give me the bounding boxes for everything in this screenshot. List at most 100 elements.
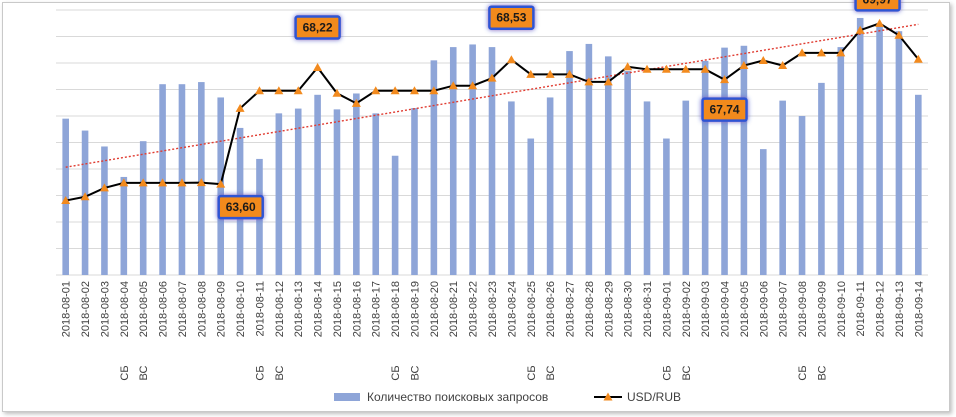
point-2018-09-09 (816, 48, 826, 57)
tick-label-2018-09-06: 2018-09-06 (758, 281, 770, 337)
tick-label-2018-09-01: 2018-09-01 (661, 281, 673, 337)
point-2018-08-04 (119, 178, 129, 187)
bar-2018-09-09 (818, 82, 825, 275)
tick-label-2018-08-12: 2018-08-12 (274, 281, 286, 337)
line-series (61, 18, 923, 205)
bar-2018-08-28 (585, 43, 593, 275)
point-2018-09-04 (720, 75, 730, 84)
point-2018-08-07 (177, 178, 187, 187)
tick-label-2018-08-16: 2018-08-16 (351, 281, 363, 337)
point-2018-08-13 (293, 86, 303, 95)
weekday-2018-08-05: ВС (138, 365, 150, 380)
weekday-2018-09-01: СБ (661, 365, 673, 380)
point-2018-08-17 (371, 86, 381, 95)
tick-label-2018-08-31: 2018-08-31 (642, 281, 654, 337)
tick-label-2018-08-29: 2018-08-29 (603, 281, 615, 337)
point-2018-08-23 (487, 73, 497, 82)
tick-label-2018-08-27: 2018-08-27 (565, 281, 577, 337)
point-2018-08-01 (61, 196, 71, 205)
legend-line-label: USD/RUB (627, 390, 681, 404)
weekday-2018-08-19: ВС (409, 365, 421, 380)
bar-2018-08-15 (333, 109, 341, 275)
callout-2018-08-24: 68,53 (488, 5, 535, 30)
bar-2018-09-06 (759, 149, 767, 275)
point-2018-08-29 (603, 77, 613, 86)
bar-2018-09-01 (663, 138, 670, 275)
callout-label: 67,74 (710, 103, 740, 117)
tick-label-2018-09-11: 2018-09-11 (855, 281, 867, 336)
point-2018-08-25 (526, 69, 536, 78)
point-2018-08-12 (274, 86, 284, 95)
callout-2018-09-12: 69,97 (854, 0, 901, 12)
tick-label-2018-09-10: 2018-09-10 (836, 281, 848, 337)
callouts: 63,60 68,22 68,53 67,74 69,97 (217, 0, 901, 220)
point-2018-09-11 (855, 25, 865, 34)
point-2018-08-03 (99, 183, 109, 192)
callout-label: 68,22 (303, 21, 333, 35)
bar-2018-09-03 (701, 60, 709, 275)
point-2018-08-06 (158, 178, 168, 187)
weekday-2018-09-08: СБ (797, 365, 809, 380)
tick-label-2018-08-09: 2018-08-09 (216, 281, 228, 337)
weekday-2018-08-25: СБ (526, 365, 538, 380)
bar-2018-08-02 (81, 130, 89, 275)
point-2018-08-15 (332, 88, 342, 97)
callout-2018-08-09: 63,60 (217, 194, 264, 220)
weekday-2018-08-11: СБ (254, 365, 266, 380)
legend-bar-swatch (334, 393, 360, 401)
bar-2018-09-13 (895, 31, 903, 276)
bar-2018-09-08 (798, 116, 806, 275)
bar-2018-08-14 (314, 94, 321, 275)
legend-line-marker (603, 392, 613, 401)
bar-2018-08-26 (546, 97, 554, 275)
bar-2018-09-12 (876, 25, 883, 276)
bar-2018-08-30 (624, 70, 631, 275)
bar-2018-09-10 (837, 47, 845, 275)
tick-label-2018-08-15: 2018-08-15 (332, 281, 344, 337)
bar-2018-09-05 (740, 45, 748, 276)
bar-2018-08-13 (294, 108, 302, 275)
x-axis-labels: 2018-08-01 2018-08-02 2018-08-03 2018-08-04… (61, 281, 926, 337)
bar-2018-08-19 (411, 108, 418, 275)
tick-label-2018-08-19: 2018-08-19 (409, 281, 421, 337)
callout-box (701, 97, 748, 122)
bar-2018-09-07 (779, 100, 786, 275)
point-2018-08-16 (351, 98, 361, 107)
point-2018-09-07 (778, 61, 788, 70)
weekday-2018-08-12: ВС (274, 365, 286, 380)
callout-label: 63,60 (226, 200, 256, 214)
bar-2018-09-11 (856, 17, 864, 275)
tick-label-2018-08-02: 2018-08-02 (80, 281, 92, 337)
weekday-labels: СБ ВС СБ ВС СБ ВС СБ ВС СБ ВС СБ ВС (119, 365, 829, 380)
bar-2018-08-21 (449, 47, 457, 275)
bar-2018-08-16 (353, 93, 360, 275)
point-2018-08-31 (642, 64, 652, 73)
tick-label-2018-09-08: 2018-09-08 (797, 281, 809, 337)
tick-label-2018-08-18: 2018-08-18 (390, 281, 402, 337)
bar-2018-08-27 (566, 51, 573, 276)
bar-2018-08-18 (391, 155, 399, 275)
point-2018-08-18 (390, 86, 400, 95)
bar-2018-08-24 (508, 101, 515, 275)
bar-2018-09-02 (682, 100, 690, 275)
bar-2018-08-29 (604, 56, 612, 275)
callout-box (854, 0, 901, 12)
point-2018-09-06 (758, 55, 768, 64)
tick-label-2018-08-17: 2018-08-17 (371, 281, 383, 337)
tick-label-2018-09-12: 2018-09-12 (875, 281, 887, 337)
bar-2018-08-20 (430, 60, 438, 275)
tick-label-2018-08-26: 2018-08-26 (545, 281, 557, 337)
point-2018-08-21 (448, 81, 458, 90)
tick-label-2018-08-03: 2018-08-03 (99, 281, 111, 337)
point-2018-08-05 (138, 178, 148, 187)
tick-label-2018-08-25: 2018-08-25 (526, 281, 538, 337)
point-2018-08-30 (623, 62, 633, 71)
tick-label-2018-08-04: 2018-08-04 (119, 281, 131, 337)
tick-label-2018-08-05: 2018-08-05 (138, 281, 150, 337)
point-2018-09-01 (661, 64, 671, 73)
point-2018-09-03 (700, 64, 710, 73)
bar-2018-08-04 (120, 176, 128, 275)
point-2018-09-13 (894, 30, 904, 39)
bar-2018-08-05 (139, 141, 147, 275)
